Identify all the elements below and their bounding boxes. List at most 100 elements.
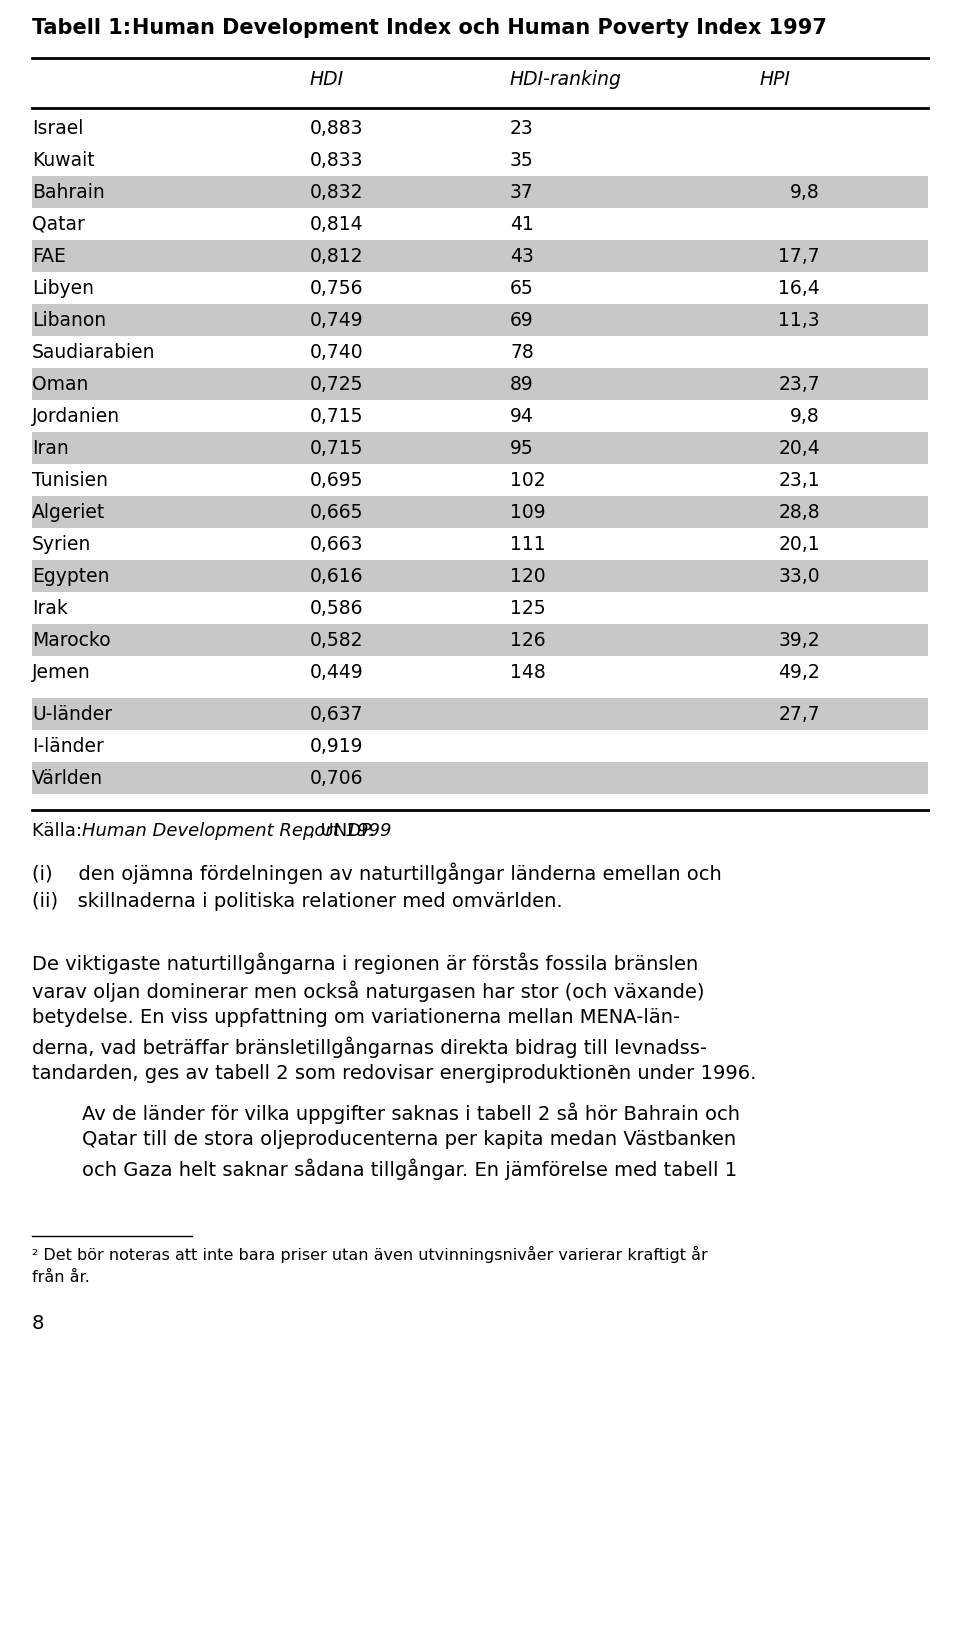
Text: Human Development Index och Human Poverty Index 1997: Human Development Index och Human Povert… bbox=[132, 18, 827, 38]
Text: 16,4: 16,4 bbox=[779, 278, 820, 298]
Text: HDI-ranking: HDI-ranking bbox=[510, 70, 622, 88]
Text: 0,663: 0,663 bbox=[310, 534, 364, 554]
Text: Kuwait: Kuwait bbox=[32, 151, 95, 169]
Text: Världen: Världen bbox=[32, 768, 103, 788]
Text: 9,8: 9,8 bbox=[790, 406, 820, 426]
Text: 0,586: 0,586 bbox=[310, 598, 364, 618]
Text: 23,1: 23,1 bbox=[779, 470, 820, 490]
Text: Källa:: Källa: bbox=[32, 822, 87, 840]
Text: 0,740: 0,740 bbox=[310, 342, 364, 362]
Text: 0,812: 0,812 bbox=[310, 246, 364, 265]
Text: 8: 8 bbox=[32, 1314, 44, 1333]
Text: 0,814: 0,814 bbox=[310, 215, 364, 234]
Text: 20,4: 20,4 bbox=[779, 439, 820, 457]
Text: 0,725: 0,725 bbox=[310, 375, 364, 393]
Text: 65: 65 bbox=[510, 278, 534, 298]
Text: från år.: från år. bbox=[32, 1269, 90, 1284]
Text: 0,833: 0,833 bbox=[310, 151, 364, 169]
Bar bbox=[32, 369, 928, 400]
Text: 0,637: 0,637 bbox=[310, 704, 364, 724]
Text: 0,883: 0,883 bbox=[310, 118, 364, 138]
Bar bbox=[32, 432, 928, 464]
Text: U-länder: U-länder bbox=[32, 704, 112, 724]
Text: 78: 78 bbox=[510, 342, 534, 362]
Text: 102: 102 bbox=[510, 470, 545, 490]
Text: 0,706: 0,706 bbox=[310, 768, 364, 788]
Text: De viktigaste naturtillgångarna i regionen är förstås fossila bränslen: De viktigaste naturtillgångarna i region… bbox=[32, 952, 698, 973]
Text: 28,8: 28,8 bbox=[779, 503, 820, 521]
Text: Av de länder för vilka uppgifter saknas i tabell 2 så hör Bahrain och: Av de länder för vilka uppgifter saknas … bbox=[82, 1102, 740, 1124]
Text: 0,749: 0,749 bbox=[310, 311, 364, 329]
Text: betydelse. En viss uppfattning om variationerna mellan MENA-län-: betydelse. En viss uppfattning om variat… bbox=[32, 1007, 680, 1027]
Text: 0,715: 0,715 bbox=[310, 439, 364, 457]
Text: 111: 111 bbox=[510, 534, 545, 554]
Bar bbox=[32, 624, 928, 655]
Text: 94: 94 bbox=[510, 406, 534, 426]
Text: Syrien: Syrien bbox=[32, 534, 91, 554]
Text: Irak: Irak bbox=[32, 598, 68, 618]
Text: (i)  den ojämna fördelningen av naturtillgångar länderna emellan och: (i) den ojämna fördelningen av naturtill… bbox=[32, 862, 722, 883]
Text: 126: 126 bbox=[510, 631, 545, 650]
Text: Qatar: Qatar bbox=[32, 215, 84, 234]
Text: 33,0: 33,0 bbox=[779, 567, 820, 585]
Text: Jordanien: Jordanien bbox=[32, 406, 120, 426]
Text: 2: 2 bbox=[607, 1065, 615, 1078]
Text: 0,715: 0,715 bbox=[310, 406, 364, 426]
Text: 49,2: 49,2 bbox=[779, 662, 820, 681]
Text: 35: 35 bbox=[510, 151, 534, 169]
Text: 0,582: 0,582 bbox=[310, 631, 364, 650]
Text: Algeriet: Algeriet bbox=[32, 503, 106, 521]
Text: Tunisien: Tunisien bbox=[32, 470, 108, 490]
Text: ² Det bör noteras att inte bara priser utan även utvinningsnivåer varierar kraft: ² Det bör noteras att inte bara priser u… bbox=[32, 1247, 708, 1263]
Text: Libyen: Libyen bbox=[32, 278, 94, 298]
Text: 0,919: 0,919 bbox=[310, 737, 364, 755]
Text: 9,8: 9,8 bbox=[790, 182, 820, 201]
Text: derna, vad beträffar bränsletillgångarnas direkta bidrag till levnadss-: derna, vad beträffar bränsletillgångarna… bbox=[32, 1035, 707, 1058]
Bar bbox=[32, 305, 928, 336]
Text: Oman: Oman bbox=[32, 375, 88, 393]
Text: Human Development Report 1999: Human Development Report 1999 bbox=[83, 822, 392, 840]
Text: 20,1: 20,1 bbox=[779, 534, 820, 554]
Bar bbox=[32, 698, 928, 731]
Text: 0,449: 0,449 bbox=[310, 662, 364, 681]
Text: Saudiarabien: Saudiarabien bbox=[32, 342, 156, 362]
Text: 148: 148 bbox=[510, 662, 545, 681]
Text: 39,2: 39,2 bbox=[779, 631, 820, 650]
Text: 95: 95 bbox=[510, 439, 534, 457]
Text: 125: 125 bbox=[510, 598, 545, 618]
Text: 17,7: 17,7 bbox=[779, 246, 820, 265]
Bar bbox=[32, 560, 928, 591]
Text: (ii) skillnaderna i politiska relationer med omvärlden.: (ii) skillnaderna i politiska relationer… bbox=[32, 893, 563, 911]
Bar bbox=[32, 241, 928, 272]
Text: HDI: HDI bbox=[310, 70, 344, 88]
Text: Tabell 1:: Tabell 1: bbox=[32, 18, 132, 38]
Text: 120: 120 bbox=[510, 567, 545, 585]
Text: 109: 109 bbox=[510, 503, 545, 521]
Text: 0,695: 0,695 bbox=[310, 470, 364, 490]
Text: 43: 43 bbox=[510, 246, 534, 265]
Text: 0,616: 0,616 bbox=[310, 567, 364, 585]
Text: 41: 41 bbox=[510, 215, 534, 234]
Text: , UNDP.: , UNDP. bbox=[308, 822, 374, 840]
Text: 0,756: 0,756 bbox=[310, 278, 364, 298]
Bar bbox=[32, 762, 928, 794]
Text: 0,832: 0,832 bbox=[310, 182, 364, 201]
Text: 23,7: 23,7 bbox=[779, 375, 820, 393]
Bar bbox=[32, 175, 928, 208]
Text: och Gaza helt saknar sådana tillgångar. En jämförelse med tabell 1: och Gaza helt saknar sådana tillgångar. … bbox=[82, 1158, 737, 1179]
Text: Jemen: Jemen bbox=[32, 662, 91, 681]
Text: Iran: Iran bbox=[32, 439, 69, 457]
Text: 69: 69 bbox=[510, 311, 534, 329]
Text: HPI: HPI bbox=[760, 70, 791, 88]
Text: Marocko: Marocko bbox=[32, 631, 110, 650]
Text: Libanon: Libanon bbox=[32, 311, 107, 329]
Text: 89: 89 bbox=[510, 375, 534, 393]
Text: 11,3: 11,3 bbox=[779, 311, 820, 329]
Text: I-länder: I-länder bbox=[32, 737, 104, 755]
Text: 0,665: 0,665 bbox=[310, 503, 364, 521]
Text: Egypten: Egypten bbox=[32, 567, 109, 585]
Bar bbox=[32, 496, 928, 527]
Text: Bahrain: Bahrain bbox=[32, 182, 105, 201]
Text: tandarden, ges av tabell 2 som redovisar energiproduktionen under 1996.: tandarden, ges av tabell 2 som redovisar… bbox=[32, 1065, 756, 1083]
Text: 23: 23 bbox=[510, 118, 534, 138]
